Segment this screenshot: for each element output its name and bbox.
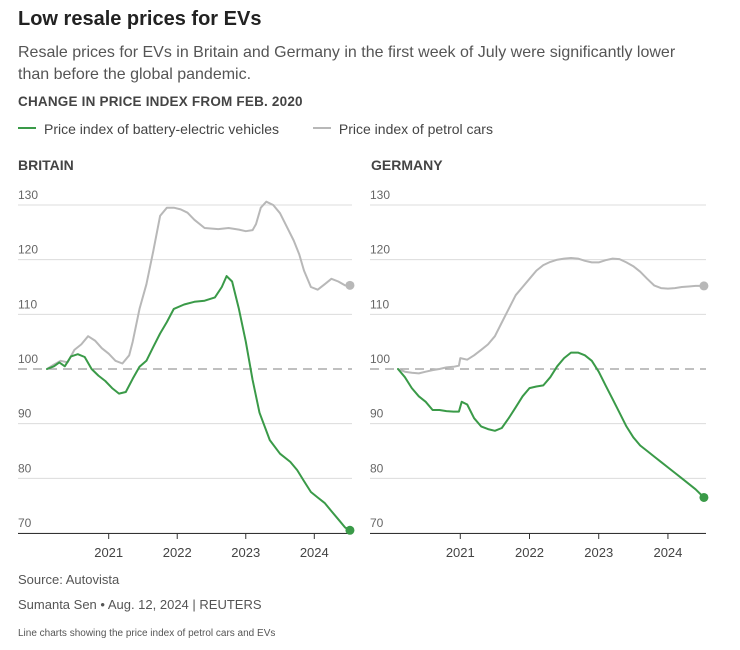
- britain-ytick-label: 90: [18, 407, 32, 421]
- germany-xtick-label: 2022: [515, 545, 544, 560]
- britain-ytick-label: 70: [18, 516, 32, 530]
- legend-swatch-ev: [18, 127, 36, 130]
- germany-ytick-label: 80: [370, 461, 384, 475]
- britain-ytick-label: 120: [18, 243, 38, 257]
- britain-ev-line: [46, 275, 351, 532]
- panel-title-britain: BRITAIN: [18, 157, 74, 173]
- legend-swatch-petrol: [312, 127, 331, 130]
- britain-xtick-label: 2022: [163, 545, 192, 560]
- legend: Price index of battery-electric vehicles…: [18, 121, 523, 137]
- germany-ytick-label: 90: [370, 407, 384, 421]
- germany-ev-endpoint: [699, 492, 709, 502]
- germany-ytick-label: 70: [370, 516, 384, 530]
- britain-xtick-label: 2023: [231, 545, 260, 560]
- britain-petrol-line: [46, 200, 351, 370]
- source-note: Source: Autovista: [18, 572, 120, 587]
- chart-kicker: CHANGE IN PRICE INDEX FROM FEB. 2020: [18, 94, 303, 109]
- panel-title-germany: GERMANY: [371, 157, 443, 173]
- legend-label-ev: Price index of battery-electric vehicles: [44, 121, 279, 137]
- britain-xtick-label: 2024: [300, 545, 329, 560]
- legend-item-ev: Price index of battery-electric vehicles: [18, 121, 279, 137]
- alt-text: Line charts showing the price index of p…: [18, 628, 276, 639]
- germany-xtick-label: 2021: [446, 545, 475, 560]
- germany-ev-line: [397, 351, 705, 499]
- germany-ytick-label: 130: [370, 188, 390, 202]
- britain-ytick-label: 100: [18, 352, 38, 366]
- germany-ytick-label: 100: [370, 352, 390, 366]
- britain-petrol-endpoint: [345, 280, 355, 290]
- chart-title: Low resale prices for EVs: [18, 8, 262, 30]
- charts-canvas: 70 80 90 100 110 120 130 2021 2022 2023 2024 70 80 90…: [18, 188, 709, 560]
- britain-ytick-label: 130: [18, 188, 38, 202]
- britain-ytick-label: 110: [18, 297, 37, 311]
- germany-petrol-endpoint: [699, 281, 709, 291]
- legend-item-petrol: Price index of petrol cars: [312, 121, 493, 137]
- germany-ytick-label: 120: [370, 243, 390, 257]
- britain-xtick-label: 2021: [94, 545, 123, 560]
- legend-label-petrol: Price index of petrol cars: [338, 121, 493, 137]
- germany-xtick-label: 2024: [653, 545, 682, 560]
- germany-petrol-line: [397, 257, 705, 375]
- britain-ytick-label: 80: [18, 461, 32, 475]
- britain-ev-endpoint: [345, 525, 355, 535]
- byline: Sumanta Sen • Aug. 12, 2024 | REUTERS: [18, 597, 262, 612]
- germany-ytick-label: 110: [370, 297, 389, 311]
- chart-subtitle: Resale prices for EVs in Britain and Ger…: [18, 44, 676, 83]
- germany-xtick-label: 2023: [584, 545, 613, 560]
